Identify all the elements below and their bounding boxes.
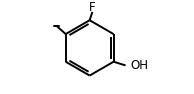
Text: OH: OH	[130, 59, 148, 72]
Text: F: F	[89, 1, 96, 14]
